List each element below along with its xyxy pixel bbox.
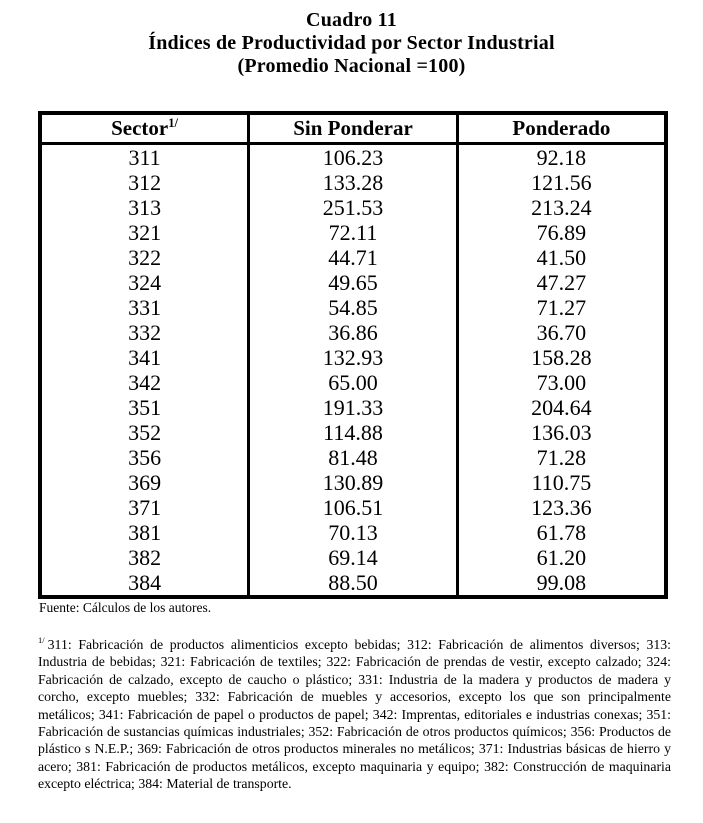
table-cell: 371: [38, 495, 251, 520]
table-cell: 324: [38, 270, 251, 295]
table-cell: 61.20: [455, 545, 668, 570]
table-row: 352 114.88 136.03: [38, 420, 668, 445]
table-cell: 49.65: [247, 270, 459, 295]
table-cell: 88.50: [247, 570, 459, 597]
table-cell: 158.28: [455, 345, 668, 370]
table-cell: 352: [38, 420, 251, 445]
table-cell: 106.51: [247, 495, 459, 520]
table-cell: 384: [38, 570, 251, 597]
table-cell: 136.03: [455, 420, 668, 445]
table-cell: 71.27: [455, 295, 668, 320]
table-cell: 41.50: [455, 245, 668, 270]
column-header-sin-ponderar: Sin Ponderar: [247, 113, 459, 145]
table-cell: 81.48: [247, 445, 459, 470]
table-row: 332 36.86 36.70: [38, 320, 668, 345]
title-line-3: (Promedio Nacional =100): [237, 55, 466, 77]
column-header-sector-label: Sector: [111, 116, 169, 140]
table-cell: 72.11: [247, 220, 459, 245]
table-cell: 47.27: [455, 270, 668, 295]
table-cell: 313: [38, 195, 251, 220]
table-cell: 69.14: [247, 545, 459, 570]
table-cell: 130.89: [247, 470, 459, 495]
table-cell: 342: [38, 370, 251, 395]
footnote: 1/311: Fabricación de productos alimenti…: [38, 636, 671, 793]
table-row: 382 69.14 61.20: [38, 545, 668, 570]
table-cell: 71.28: [455, 445, 668, 470]
table-cell: 312: [38, 170, 251, 195]
table-cell: 382: [38, 545, 251, 570]
table-cell: 92.18: [455, 143, 668, 170]
table-cell: 332: [38, 320, 251, 345]
table-cell: 321: [38, 220, 251, 245]
source-note: Fuente: Cálculos de los autores.: [39, 600, 212, 615]
table-row: 369 130.89 110.75: [38, 470, 668, 495]
column-header-ponderado: Ponderado: [455, 113, 668, 145]
table-cell: 110.75: [455, 470, 668, 495]
table-cell: 213.24: [455, 195, 668, 220]
table-row: 356 81.48 71.28: [38, 445, 668, 470]
footnote-marker: 1/: [38, 635, 45, 646]
table-cell: 356: [38, 445, 251, 470]
table-cell: 133.28: [247, 170, 459, 195]
table-cell: 106.23: [247, 143, 459, 170]
footnote-text: 311: Fabricación de productos alimentici…: [38, 637, 671, 792]
footnote-reference: 1/: [168, 116, 179, 130]
table-cell: 36.86: [247, 320, 459, 345]
table-cell: 44.71: [247, 245, 459, 270]
table-cell: 369: [38, 470, 251, 495]
table-row: 321 72.11 76.89: [38, 220, 668, 245]
table-row: 322 44.71 41.50: [38, 245, 668, 270]
table-cell: 251.53: [247, 195, 459, 220]
table-cell: 331: [38, 295, 251, 320]
title-line-2: Índices de Productividad por Sector Indu…: [148, 32, 555, 54]
table-row: 351 191.33 204.64: [38, 395, 668, 420]
table-cell: 61.78: [455, 520, 668, 545]
table-row: 384 88.50 99.08: [38, 570, 668, 597]
table-row: 341 132.93 158.28: [38, 345, 668, 370]
table-cell: 341: [38, 345, 251, 370]
table-body: 311 106.23 92.18 312 133.28 121.56 313 251.53 21…: [38, 143, 668, 597]
table-row: 381 70.13 61.78: [38, 520, 668, 545]
header-row: Sector1/ Sin Ponderar Ponderado: [38, 113, 668, 145]
title-line-1: Cuadro 11: [306, 9, 397, 31]
table-cell: 123.36: [455, 495, 668, 520]
table-cell: 204.64: [455, 395, 668, 420]
table-cell: 114.88: [247, 420, 459, 445]
table-cell: 99.08: [455, 570, 668, 597]
table-row: 313 251.53 213.24: [38, 195, 668, 220]
table-cell: 73.00: [455, 370, 668, 395]
table-cell: 76.89: [455, 220, 668, 245]
table-cell: 36.70: [455, 320, 668, 345]
productivity-table: Sector1/ Sin Ponderar Ponderado 311 106.2…: [38, 111, 668, 599]
table-cell: 70.13: [247, 520, 459, 545]
table-cell: 65.00: [247, 370, 459, 395]
table-cell: 351: [38, 395, 251, 420]
table-cell: 121.56: [455, 170, 668, 195]
column-header-sector: Sector1/: [38, 113, 251, 145]
table-row: 324 49.65 47.27: [38, 270, 668, 295]
table-cell: 54.85: [247, 295, 459, 320]
table-cell: 191.33: [247, 395, 459, 420]
table-cell: 381: [38, 520, 251, 545]
table-header: Sector1/ Sin Ponderar Ponderado: [38, 113, 668, 145]
table-cell: 132.93: [247, 345, 459, 370]
table-cell: 311: [38, 143, 251, 170]
table-row: 371 106.51 123.36: [38, 495, 668, 520]
table-row: 331 54.85 71.27: [38, 295, 668, 320]
table-row: 312 133.28 121.56: [38, 170, 668, 195]
table-row: 311 106.23 92.18: [38, 143, 668, 170]
table-cell: 322: [38, 245, 251, 270]
table-title: Cuadro 11 Índices de Productividad por S…: [0, 9, 703, 78]
table-row: 342 65.00 73.00: [38, 370, 668, 395]
